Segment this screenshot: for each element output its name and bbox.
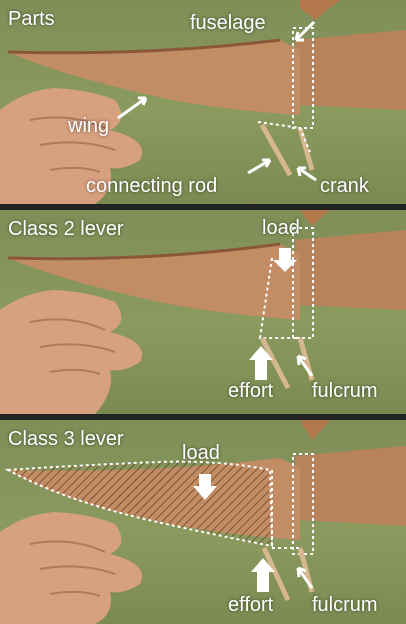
right-wing (295, 446, 406, 526)
tail-wing (300, 420, 330, 440)
right-wing (295, 30, 406, 110)
load-label: load (262, 217, 300, 239)
panel-title: Class 2 lever (8, 218, 124, 240)
hand (0, 88, 142, 204)
fuselage-outline (292, 227, 314, 339)
connecting-rod-shape (261, 546, 315, 602)
load-arrow (273, 248, 297, 272)
crank-label: crank (320, 175, 369, 197)
wing-arrow (117, 96, 148, 120)
lever-outline (271, 470, 300, 549)
hand (0, 290, 142, 414)
hand-fingers (29, 540, 116, 597)
connecting-rod-label: connecting rod (86, 175, 218, 197)
effort-label: effort (228, 380, 274, 402)
wing-spar (7, 242, 281, 261)
panel-parts: Parts fuselage wing connecting rod crank (0, 0, 406, 204)
linkage-outline (257, 121, 311, 153)
fulcrum-label: fulcrum (312, 380, 378, 402)
fuselage-arrow (294, 20, 316, 42)
fulcrum-arrow (296, 354, 314, 377)
load-arrow (193, 474, 217, 500)
left-wing (8, 244, 300, 320)
effort-label: effort (228, 594, 274, 616)
rod-arrow (247, 158, 272, 175)
fulcrum-label: fulcrum (312, 594, 378, 616)
effort-arrow (249, 346, 273, 380)
panel-class3: Class 3 lever load effort fulcrum (0, 420, 406, 624)
wing-spar (7, 38, 281, 55)
effort-arrow (251, 558, 275, 592)
lever-outline (258, 257, 300, 339)
right-wing (295, 230, 406, 310)
panel-divider (0, 414, 406, 420)
panel-title: Class 3 lever (8, 428, 124, 450)
panel-class2: Class 2 lever load effort fulcrum (0, 210, 406, 414)
panel-parts-illustration (0, 0, 406, 204)
hand-fingers (29, 318, 116, 375)
panel-class3-illustration (0, 420, 406, 624)
load-label: load (182, 442, 220, 464)
wing-label: wing (68, 115, 110, 137)
tail-wing (300, 0, 340, 20)
fuselage-label: fuselage (190, 12, 266, 34)
left-wing (8, 40, 300, 115)
hand-fingers (29, 116, 116, 173)
hand (0, 512, 142, 624)
fulcrum-arrow (296, 566, 314, 589)
panel-class2-illustration (0, 210, 406, 414)
panel-title: Parts (8, 8, 55, 30)
panel-divider (0, 204, 406, 210)
tail-wing (300, 210, 330, 226)
crank-arrow (296, 166, 317, 182)
